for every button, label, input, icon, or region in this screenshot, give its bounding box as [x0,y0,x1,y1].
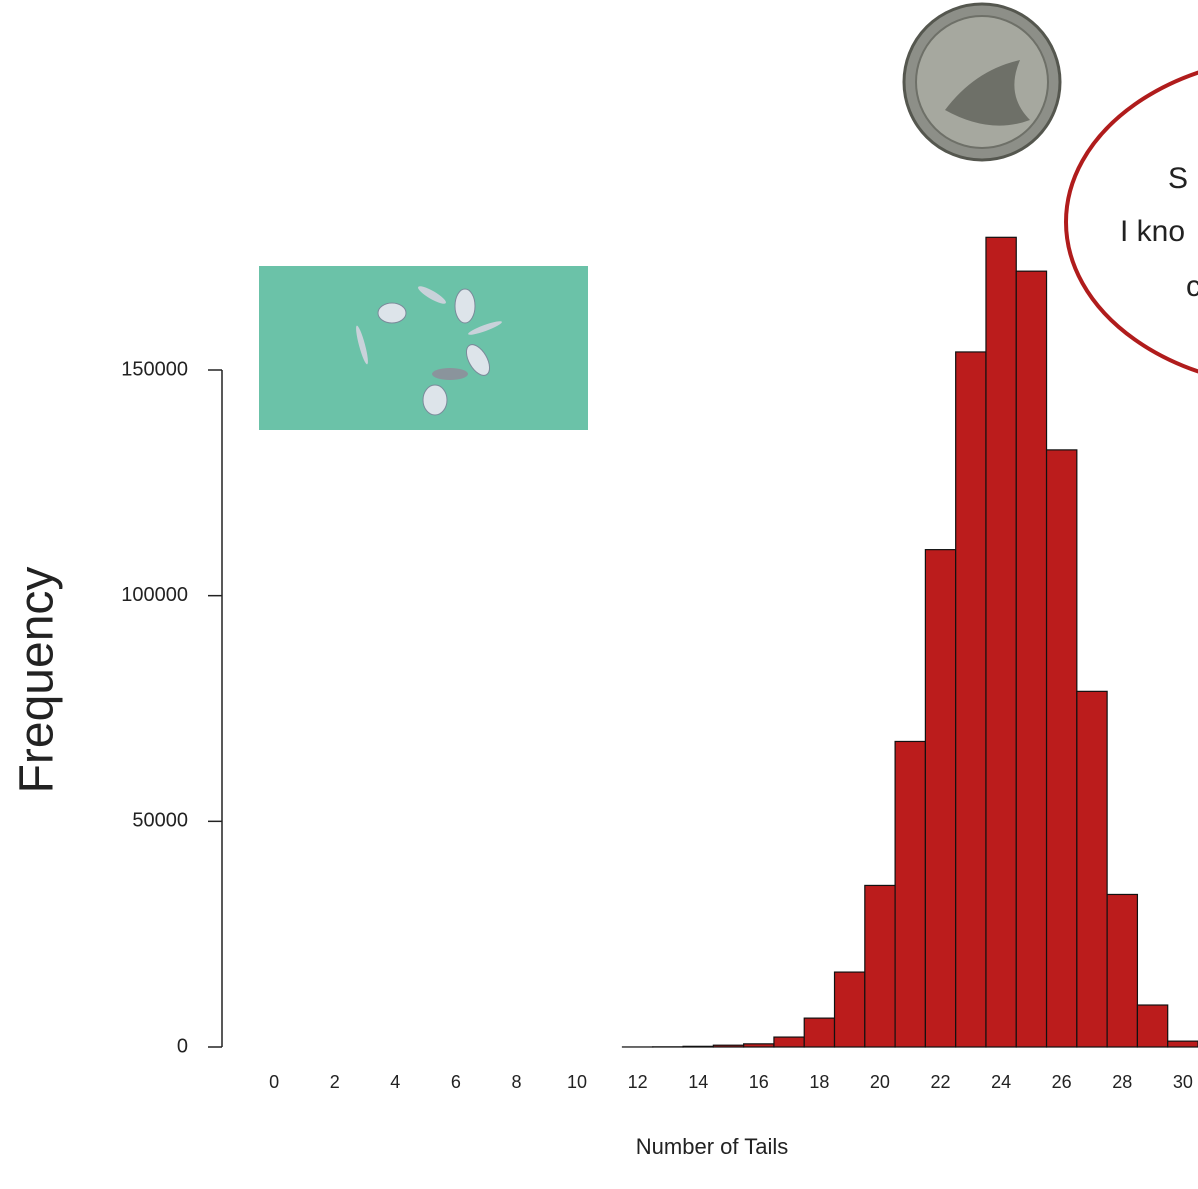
bar [1137,1005,1167,1047]
bar [895,741,925,1047]
bar [865,885,895,1047]
bar [925,550,955,1047]
bar [1077,691,1107,1047]
x-tick-label: 22 [931,1072,951,1092]
bar [713,1045,743,1047]
bar [774,1037,804,1047]
x-tick-label: 26 [1052,1072,1072,1092]
y-axis-label: Frequency [11,567,64,794]
x-tick-label: 0 [269,1072,279,1092]
bar [956,352,986,1047]
x-tick-label: 18 [809,1072,829,1092]
x-tick-label: 14 [688,1072,708,1092]
bar [1107,894,1137,1047]
bar [683,1046,713,1047]
x-tick-label: 8 [511,1072,521,1092]
y-tick-label: 150000 [121,358,188,380]
x-tick-label: 4 [390,1072,400,1092]
bar [804,1018,834,1047]
bar [1168,1041,1198,1047]
page: S I kno c Number of Tails Frequency 0 500… [0,0,1198,1189]
flipping-coins-picture [259,266,588,430]
bar [1047,450,1077,1047]
bubble-text: S [1168,162,1188,195]
x-tick-label: 6 [451,1072,461,1092]
bar [744,1044,774,1047]
bar [1016,271,1046,1047]
y-tick-label: 0 [177,1035,188,1057]
x-tick-label: 20 [870,1072,890,1092]
bubble-text: c [1186,270,1198,303]
x-tick-label: 28 [1112,1072,1132,1092]
x-tick-label: 12 [628,1072,648,1092]
x-axis-label: Number of Tails [636,1134,788,1159]
y-tick-label: 100000 [121,584,188,606]
y-tick-label: 50000 [132,810,188,832]
x-tick-label: 24 [991,1072,1011,1092]
x-tick-label: 30 [1173,1072,1193,1092]
bubble-text: I kno [1120,215,1185,248]
x-tick-label: 16 [749,1072,769,1092]
chart: S I kno c Number of Tails Frequency 0 500… [0,0,1198,1189]
coin-photo [904,4,1060,160]
bar [986,237,1016,1047]
x-tick-label: 10 [567,1072,587,1092]
x-tick-label: 2 [330,1072,340,1092]
bar [835,972,865,1047]
